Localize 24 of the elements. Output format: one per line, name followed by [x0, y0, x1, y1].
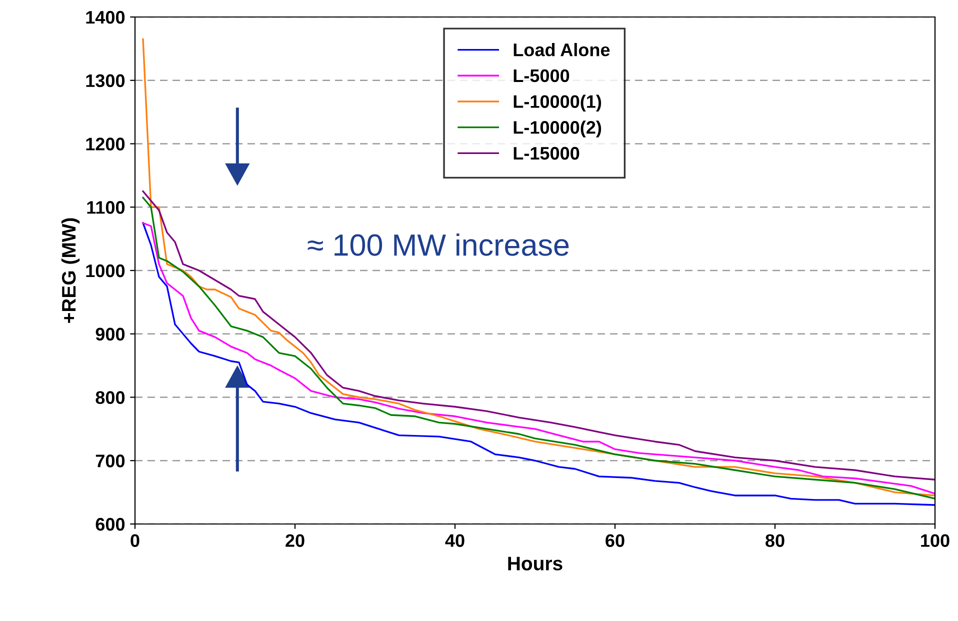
- y-tick-label: 1100: [87, 201, 125, 214]
- legend-label: L-10000(1): [514, 94, 602, 112]
- x-tick-label: 80: [766, 534, 784, 547]
- annotation: ≈ 100 MW increase: [308, 233, 569, 256]
- y-tick-label: 900: [96, 328, 125, 341]
- y-axis-title: +REG (MW): [61, 218, 80, 323]
- y-tick-label: 1400: [86, 10, 125, 24]
- legend-label: Load Alone: [514, 43, 610, 56]
- y-tick-label: 700: [96, 454, 125, 468]
- x-tick-label: 60: [606, 534, 624, 547]
- legend-label: L-15000: [514, 146, 580, 160]
- x-tick-label: 100: [921, 534, 950, 547]
- x-axis-title: Hours: [508, 556, 562, 570]
- y-tick-label: 600: [96, 518, 125, 531]
- y-tick-label: 1000: [86, 264, 125, 278]
- legend-label: L-5000: [514, 69, 570, 82]
- x-tick-label: 20: [286, 534, 304, 547]
- legend-label: L-10000(2): [514, 120, 602, 138]
- y-tick-label: 1200: [86, 138, 125, 150]
- line-series: [142, 38, 935, 496]
- y-tick-label: 800: [96, 391, 125, 404]
- y-tick-label: 1300: [86, 74, 125, 88]
- x-tick-label: 40: [445, 534, 464, 547]
- x-tick-label: 0: [130, 534, 140, 547]
